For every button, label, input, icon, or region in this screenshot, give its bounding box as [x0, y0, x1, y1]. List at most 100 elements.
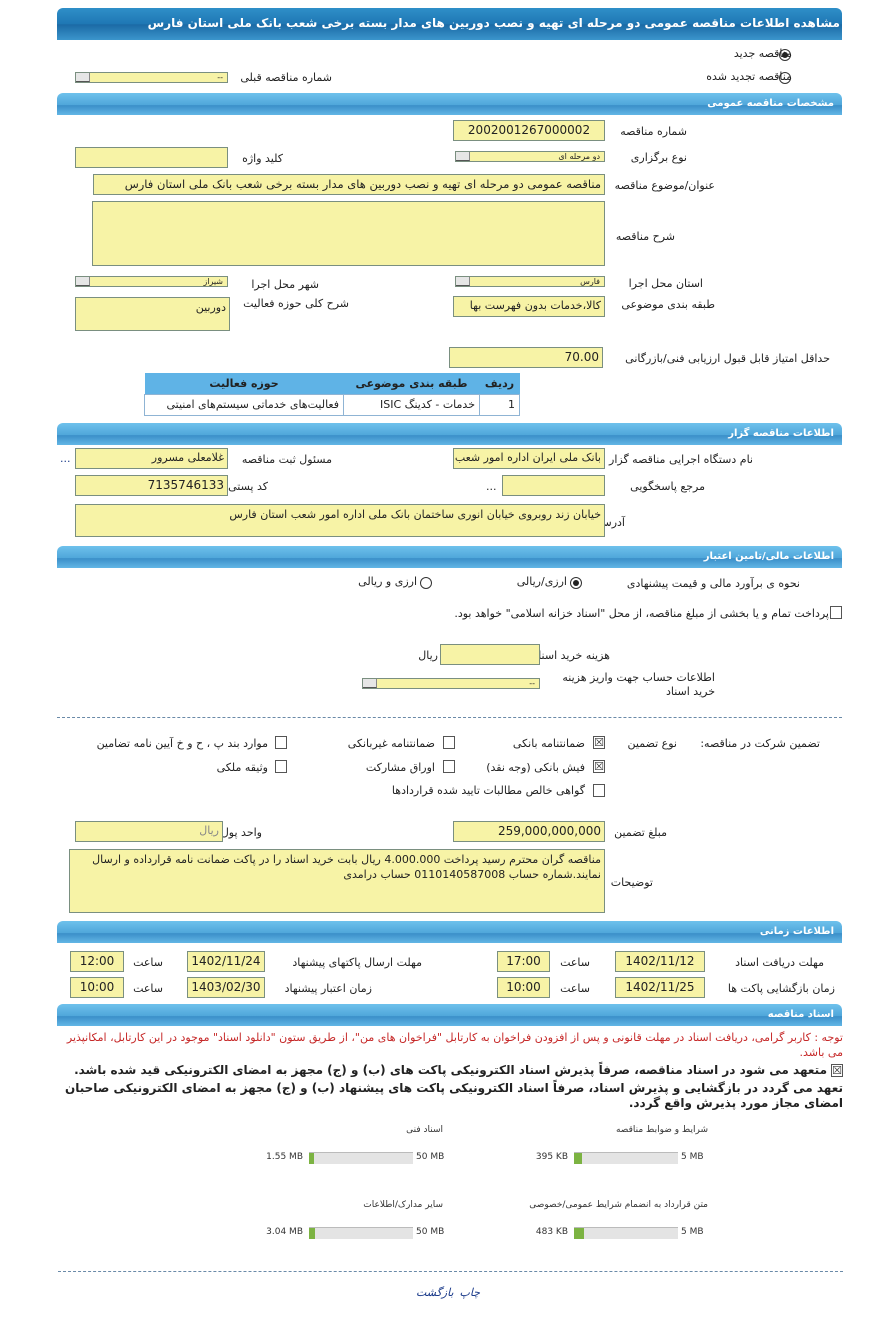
document-size-fill — [309, 1153, 314, 1164]
document-size-fill — [574, 1228, 584, 1239]
guarantee-option-label: وثیقه ملکی — [216, 761, 268, 774]
account-value: -- — [529, 679, 535, 688]
guarantee-option-label: موارد بند پ ، ح و خ آیین نامه تضامین — [96, 737, 268, 750]
city-select[interactable]: شیراز — [75, 276, 228, 287]
commit1-text: متعهد می شود در اسناد مناقصه، صرفاً پذیر… — [74, 1063, 827, 1077]
description-label: شرح مناقصه — [615, 230, 675, 243]
document-size: 483 KB — [535, 1227, 568, 1237]
doc-receive-label: مهلت دریافت اسناد — [735, 956, 824, 969]
hour-label: ساعت — [560, 982, 590, 995]
column-header: حوزه فعالیت — [144, 373, 344, 394]
footer-links: چاپ بازگشت — [53, 1286, 843, 1299]
rial-label: ارزی/ریالی — [516, 575, 567, 588]
notes-label: توضیحات — [610, 876, 653, 889]
renewed-tender-radio[interactable] — [779, 72, 791, 84]
table-cell: فعالیت‌های خدماتی سیستم‌های امنیتی — [144, 393, 344, 416]
postal-field[interactable]: 7135746133 — [75, 475, 228, 496]
city-label: شهر محل اجرا — [251, 278, 319, 291]
amount-field[interactable]: 259,000,000,000 — [453, 821, 605, 842]
postal-label: کد پستی — [228, 480, 268, 493]
claims-certificate-checkbox[interactable] — [593, 784, 605, 797]
regulation-guarantee-checkbox[interactable] — [275, 736, 287, 749]
submit-time[interactable]: 12:00 — [70, 951, 124, 972]
back-link[interactable]: بازگشت — [415, 1286, 454, 1299]
commit-checkbox[interactable]: ☒ — [831, 1064, 843, 1077]
dropdown-button[interactable] — [456, 277, 470, 286]
province-label: استان محل اجرا — [628, 277, 703, 290]
subject-field[interactable]: مناقصه عمومی دو مرحله ای تهیه و نصب دورب… — [93, 174, 605, 195]
currency-label: واحد پول — [220, 826, 262, 839]
currency-rial-radio[interactable] — [420, 577, 432, 589]
responsible-field[interactable]: غلامعلی مسرور — [75, 448, 228, 469]
section-organizer: اطلاعات مناقصه گزار — [57, 423, 842, 445]
renewed-tender-label: مناقصه تجدید شده — [706, 70, 792, 83]
treasury-checkbox[interactable] — [830, 606, 842, 619]
category-field[interactable]: کالا،خدمات بدون فهرست بها — [453, 296, 605, 317]
description-field[interactable] — [92, 201, 605, 266]
submit-date[interactable]: 1402/11/24 — [187, 951, 265, 972]
activity-table: ردیف طبقه بندی موضوعی حوزه فعالیت 1 خدمات -… — [144, 373, 520, 416]
prev-number-select[interactable]: -- — [75, 72, 228, 83]
dropdown-button[interactable] — [363, 679, 377, 688]
account-label: اطلاعات حساب جهت واریز هزینه خرید اسناد — [562, 671, 715, 698]
type-select[interactable]: دو مرحله ای — [455, 151, 605, 162]
reference-more-link[interactable]: ... — [486, 480, 497, 493]
guarantee-option-label: فیش بانکی (وجه نقد) — [486, 761, 585, 774]
min-score-label: حداقل امتیاز قابل قبول ارزیابی فنی/بازرگ… — [625, 352, 830, 365]
doc-receive-date[interactable]: 1402/11/12 — [615, 951, 705, 972]
property-checkbox[interactable] — [275, 760, 287, 773]
currency-rial-label: ارزی و ریالی — [358, 575, 417, 588]
responsible-more-link[interactable]: ... — [60, 452, 71, 465]
bonds-checkbox[interactable] — [443, 760, 455, 773]
guarantee-label: تضمین شرکت در مناقصه: — [700, 737, 820, 750]
dropdown-button[interactable] — [456, 152, 470, 161]
document-max: 5 MB — [681, 1227, 704, 1237]
notes-field[interactable]: مناقصه گران محترم رسید پرداخت 4.000.000 … — [69, 849, 605, 913]
rial-radio[interactable] — [570, 577, 582, 589]
opening-time[interactable]: 10:00 — [497, 977, 550, 998]
print-link[interactable]: چاپ — [459, 1286, 481, 1299]
activity-field[interactable]: دوربین — [75, 297, 230, 331]
nonbank-guarantee-checkbox[interactable] — [443, 736, 455, 749]
guarantee-option-label: گواهی خالص مطالبات تایید شده قراردادها — [391, 784, 585, 797]
table-cell: خدمات - کدینگ ISIC — [343, 393, 480, 416]
address-field[interactable]: خیابان زند روبروی خیابان انوری ساختمان ب… — [75, 504, 605, 537]
opening-date[interactable]: 1402/11/25 — [615, 977, 705, 998]
validity-label: زمان اعتبار پیشنهاد — [284, 982, 372, 995]
account-select[interactable]: -- — [362, 678, 540, 689]
document-label: شرایط و ضوابط مناقصه — [615, 1125, 708, 1135]
category-label: طبقه بندی موضوعی — [621, 298, 715, 311]
commit1-row: ☒ متعهد می شود در اسناد مناقصه، صرفاً پذی… — [53, 1063, 843, 1078]
org-field[interactable]: بانک ملی ایران اداره امور شعب — [453, 448, 605, 469]
prev-number-label: شماره مناقصه قبلی — [240, 71, 332, 84]
guarantee-option-label: ضمانتنامه غیربانکی — [347, 737, 435, 750]
column-header: طبقه بندی موضوعی — [343, 373, 480, 394]
keyword-field[interactable] — [75, 147, 228, 168]
submit-label: مهلت ارسال پاکتهای پیشنهاد — [292, 956, 422, 969]
province-select[interactable]: فارس — [455, 276, 605, 287]
reference-field[interactable] — [502, 475, 605, 496]
document-label: متن قرارداد به انضمام شرایط عمومی/خصوصی — [529, 1200, 708, 1210]
subject-label: عنوان/موضوع مناقصه — [614, 179, 715, 192]
hour-label: ساعت — [560, 956, 590, 969]
dropdown-button[interactable] — [76, 73, 90, 82]
validity-time[interactable]: 10:00 — [70, 977, 124, 998]
min-score-field[interactable]: 70.00 — [449, 347, 603, 368]
currency-field[interactable]: ریال — [75, 821, 223, 842]
doc-cost-field[interactable] — [440, 644, 540, 665]
table-cell: 1 — [479, 393, 520, 416]
city-value: شیراز — [203, 277, 223, 286]
document-size-bar — [574, 1152, 678, 1164]
opening-label: زمان بازگشایی پاکت ها — [727, 982, 835, 995]
document-max: 50 MB — [416, 1152, 445, 1162]
validity-date[interactable]: 1403/02/30 — [187, 977, 265, 998]
dropdown-button[interactable] — [76, 277, 90, 286]
bank-guarantee-checkbox[interactable]: ☒ — [593, 736, 605, 749]
new-tender-radio[interactable] — [779, 49, 791, 61]
hour-label: ساعت — [133, 982, 163, 995]
doc-receive-time[interactable]: 17:00 — [497, 951, 550, 972]
document-size-bar — [309, 1152, 413, 1164]
tender-number-field[interactable]: 2002001267000002 — [453, 120, 605, 141]
prev-number-value: -- — [217, 73, 223, 82]
bank-receipt-checkbox[interactable]: ☒ — [593, 760, 605, 773]
